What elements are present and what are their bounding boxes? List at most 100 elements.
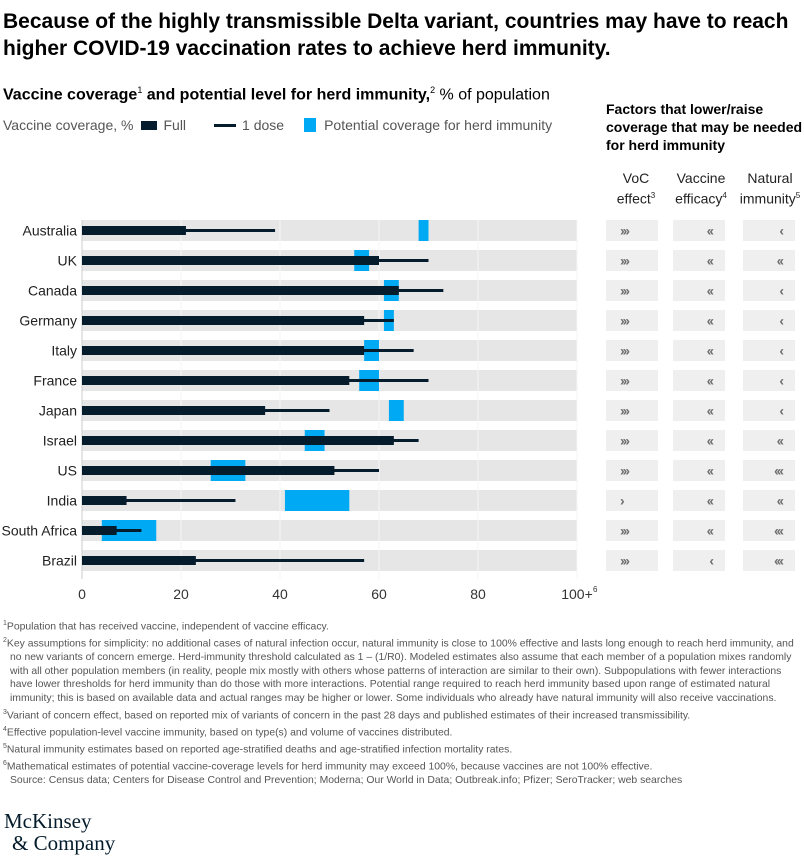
factor-box-natural-immunity (743, 520, 795, 541)
chevron-icon: ‹‹ (777, 433, 785, 449)
footnote-ref-2: 2 (430, 85, 436, 95)
factor-header-voc-line1: VoC (622, 170, 650, 186)
chevron-icon: ‹‹ (707, 223, 715, 239)
full-vaccination-bar (82, 406, 266, 415)
chart-subtitle: Vaccine coverage1 and potential level fo… (3, 80, 550, 105)
footnote-2: 2Key assumptions for simplicity: no addi… (3, 634, 803, 705)
chart-title: Because of the highly transmissible Delt… (3, 10, 789, 60)
chevron-icon: ‹‹ (707, 463, 715, 479)
footnote-text: Population that has received vaccine, in… (6, 621, 329, 633)
factor-box-voc-effect (606, 310, 658, 331)
factor-header-efficacy-line2: efficacy (675, 190, 723, 207)
factor-box-voc-effect (606, 490, 658, 511)
footnote-text: Effective population-level vaccine immun… (6, 727, 453, 739)
footnote-4: 4Effective population-level vaccine immu… (3, 723, 803, 740)
logo-line2: & Company (12, 831, 116, 855)
factor-header-efficacy-line1: Vaccine (676, 170, 726, 186)
factor-box-natural-immunity (743, 460, 795, 481)
full-vaccination-bar (82, 466, 335, 475)
footnote-1: 1Population that has received vaccine, i… (3, 617, 803, 634)
factor-box-voc-effect (606, 370, 658, 391)
factor-box-vaccine-efficacy (673, 400, 725, 421)
footnotes: 1Population that has received vaccine, i… (3, 617, 803, 787)
factor-box-vaccine-efficacy (673, 490, 725, 511)
x-tick-label: 60 (371, 586, 387, 602)
full-vaccination-bar (82, 436, 394, 445)
factor-box-vaccine-efficacy (673, 550, 725, 571)
herd-range-bar (418, 220, 429, 241)
chevron-icon: ‹‹ (707, 403, 715, 419)
factor-box-voc-effect (606, 340, 658, 361)
x-tick-label: 0 (78, 586, 86, 602)
factor-box-voc-effect (606, 430, 658, 451)
full-vaccination-bar (82, 376, 350, 385)
factor-box-vaccine-efficacy (673, 430, 725, 451)
chevron-icon: ‹‹ (707, 283, 715, 299)
herd-range-bar (388, 400, 404, 421)
factor-box-voc-effect (606, 220, 658, 241)
row-band (82, 520, 577, 541)
country-label: Germany (19, 313, 77, 329)
chevron-icon: ‹‹ (707, 313, 715, 329)
footnote-text: Variant of concern effect, based on repo… (6, 709, 691, 721)
subtitle-unit: % of population (435, 86, 550, 104)
factor-header-natural: Natural immunity5 (736, 170, 804, 208)
footnote-text: Mathematical estimates of potential vacc… (6, 761, 653, 773)
chevron-icon: ‹‹ (707, 523, 715, 539)
legend: Vaccine coverage, % Full 1 dose Potentia… (3, 117, 552, 133)
footnote-text: Natural immunity estimates based on repo… (6, 744, 513, 756)
country-label: Japan (39, 403, 77, 419)
footnote-number: 4 (3, 725, 7, 733)
factor-box-voc-effect (606, 550, 658, 571)
full-vaccination-bar (82, 286, 399, 295)
country-label: Brazil (42, 553, 77, 569)
factor-header-natural-line2: immunity (739, 190, 796, 207)
factor-box-vaccine-efficacy (673, 370, 725, 391)
country-label: UK (58, 253, 78, 269)
x-tick-label: 80 (470, 586, 486, 602)
country-label: Canada (28, 283, 77, 299)
factor-box-natural-immunity (743, 310, 795, 331)
full-vaccination-bar (82, 556, 196, 565)
factor-box-natural-immunity (743, 550, 795, 571)
factor-header-voc: VoC effect3 (606, 170, 666, 208)
factor-header-efficacy: Vaccine efficacy4 (670, 170, 732, 208)
factor-header-voc-line2: effect (616, 190, 651, 207)
footnote-5: 5Natural immunity estimates based on rep… (3, 740, 803, 757)
factor-box-vaccine-efficacy (673, 340, 725, 361)
footnote-number: 3 (3, 708, 7, 716)
subtitle-bold-2: and potential level for herd immunity, (142, 86, 431, 104)
full-vaccination-bar (82, 496, 127, 505)
chevron-icon: ‹‹ (777, 493, 785, 509)
factor-box-natural-immunity (743, 400, 795, 421)
factor-box-voc-effect (606, 250, 658, 271)
footnote-ref-3: 3 (650, 191, 656, 200)
legend-swatch-full (141, 120, 158, 130)
x-tick-label: 100+ (561, 586, 593, 602)
factor-box-natural-immunity (743, 370, 795, 391)
factor-box-vaccine-efficacy (673, 460, 725, 481)
factor-box-vaccine-efficacy (673, 310, 725, 331)
full-vaccination-bar (82, 316, 365, 325)
x-tick-label: 40 (272, 586, 288, 602)
factor-box-natural-immunity (743, 430, 795, 451)
legend-swatch-dose (214, 123, 237, 127)
legend-label-dose: 1 dose (242, 117, 285, 133)
footnote-ref-5: 5 (795, 191, 801, 200)
full-vaccination-bar (82, 346, 365, 355)
chevron-icon: ‹‹ (777, 253, 785, 269)
factor-box-natural-immunity (743, 220, 795, 241)
footnote-number: 1 (3, 620, 7, 627)
full-vaccination-bar (82, 226, 186, 235)
footnote-ref-1: 1 (137, 85, 143, 95)
chevron-icon: ‹‹ (707, 343, 715, 359)
footnote-number: 6 (3, 759, 7, 767)
legend-label-full: Full (163, 117, 187, 133)
legend-prefix: Vaccine coverage, % (3, 117, 134, 133)
factor-box-vaccine-efficacy (673, 250, 725, 271)
subtitle-bold-1: Vaccine coverage (3, 86, 138, 104)
footnote-text: Key assumptions for simplicity: no addit… (6, 638, 794, 704)
logo-line1: McKinsey (4, 809, 92, 833)
footnote-ref-4: 4 (722, 191, 727, 200)
